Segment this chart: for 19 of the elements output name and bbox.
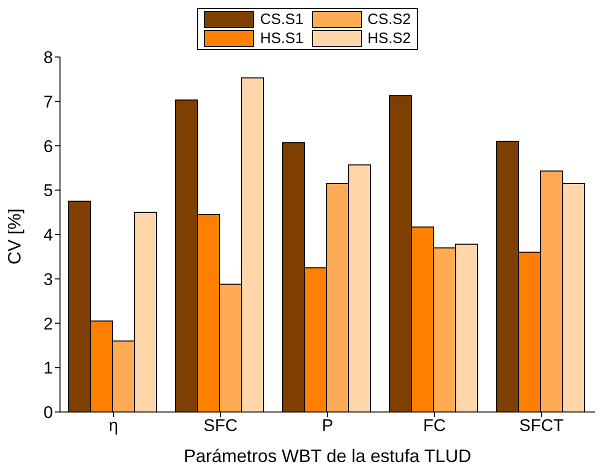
x-axis-title: Parámetros WBT de la estufa TLUD <box>184 446 472 466</box>
x-tick-label: P <box>322 416 334 436</box>
y-tick-label: 7 <box>44 92 53 112</box>
y-tick-label: 2 <box>44 314 53 334</box>
x-tick-label: SFC <box>204 416 238 436</box>
x-tick-label: FC <box>423 416 446 436</box>
y-tick-label: 6 <box>44 136 53 156</box>
y-tick-label: 1 <box>44 358 53 378</box>
y-tick-label: 3 <box>44 270 53 289</box>
y-tick-label: 4 <box>44 226 53 245</box>
y-tick-label: 5 <box>44 181 53 200</box>
legend-label: CS.S1 <box>260 11 304 28</box>
legend-label: HS.S2 <box>368 30 411 47</box>
legend-label: CS.S2 <box>368 11 411 28</box>
y-tick-label: 0 <box>44 403 53 422</box>
legend-label: HS.S1 <box>260 30 304 47</box>
x-tick-label: SFCT <box>519 416 564 436</box>
x-tick-label: η <box>108 416 118 436</box>
y-tick-label: 8 <box>44 48 53 68</box>
